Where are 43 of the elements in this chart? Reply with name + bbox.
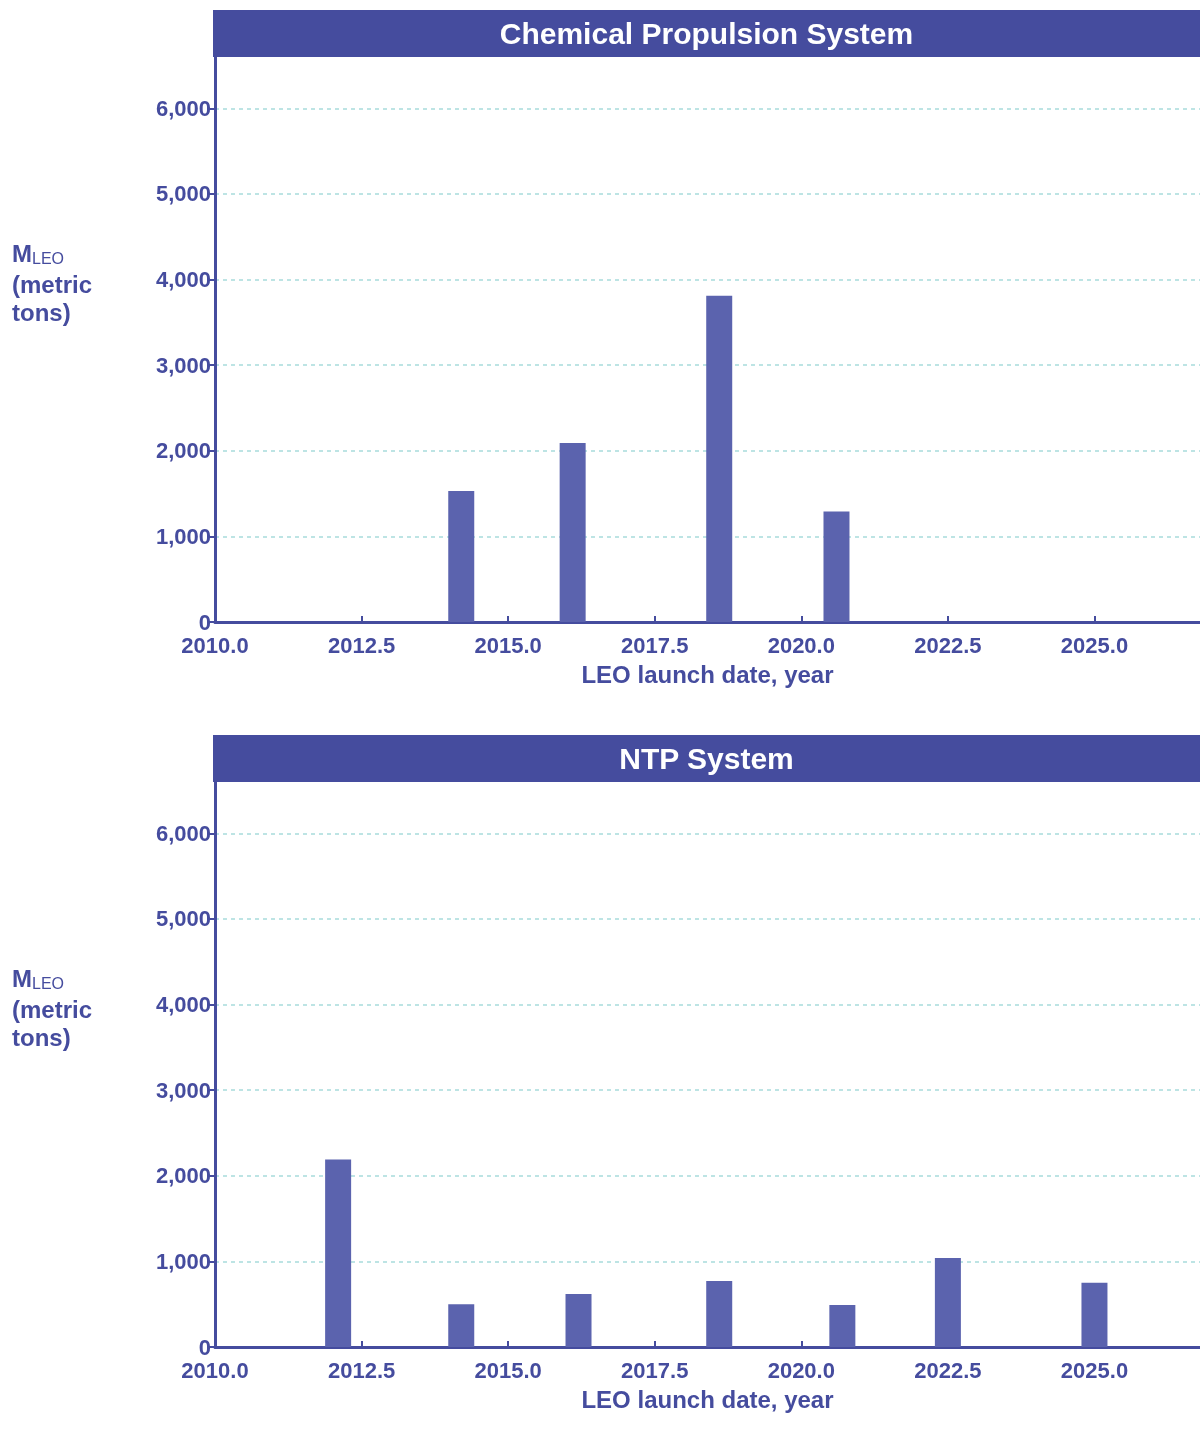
y-tick-label: 6,000	[155, 95, 211, 121]
x-tick-label: 2017.5	[621, 632, 689, 658]
bar	[559, 443, 586, 622]
bar	[1081, 1282, 1108, 1347]
bar	[706, 1281, 733, 1347]
y-tick-label: 2,000	[155, 1163, 211, 1189]
y-tick-label: 6,000	[155, 820, 211, 846]
bar	[706, 295, 733, 622]
y-tick-label: 2,000	[155, 438, 211, 464]
chart-title: Chemical Propulsion System	[213, 10, 1200, 57]
x-tick-label: 2020.0	[767, 632, 835, 658]
bar	[823, 511, 850, 622]
x-tick-label: 2025.0	[1060, 1357, 1129, 1383]
y-axis-title: M$_{LEO}$ (metric tons)	[12, 965, 94, 1052]
x-axis-title: LEO launch date, year	[581, 1385, 834, 1413]
y-tick-label: 1,000	[155, 523, 211, 549]
x-tick-label: 2012.5	[327, 1357, 396, 1383]
x-tick-label: 2020.0	[767, 1357, 835, 1383]
chart-title: NTP System	[213, 735, 1200, 782]
x-tick-label: 2022.5	[914, 1357, 982, 1383]
x-tick-label: 2025.0	[1060, 632, 1129, 658]
y-tick-label: 4,000	[155, 267, 211, 293]
x-tick-label: 2022.5	[914, 632, 982, 658]
bar	[325, 1159, 352, 1347]
y-axis-title: M$_{LEO}$ (metric tons)	[12, 240, 94, 327]
bar	[448, 1304, 475, 1347]
y-tick-label: 3,000	[155, 1077, 211, 1103]
x-tick-label: 2010.0	[181, 1357, 249, 1383]
y-tick-label: 3,000	[155, 352, 211, 378]
x-tick-label: 2012.5	[327, 632, 396, 658]
x-tick-label: 2015.0	[474, 1357, 542, 1383]
x-tick-label: 2017.5	[621, 1357, 689, 1383]
bar	[565, 1293, 592, 1347]
x-axis-title: LEO launch date, year	[581, 660, 834, 688]
y-tick-label: 5,000	[155, 906, 211, 932]
x-tick-label: 2010.0	[181, 632, 249, 658]
bar	[934, 1257, 961, 1347]
bar	[829, 1305, 856, 1347]
x-tick-label: 2015.0	[474, 632, 542, 658]
bar	[448, 491, 475, 622]
y-tick-label: 1,000	[155, 1248, 211, 1274]
y-tick-label: 5,000	[155, 181, 211, 207]
y-tick-label: 4,000	[155, 992, 211, 1018]
